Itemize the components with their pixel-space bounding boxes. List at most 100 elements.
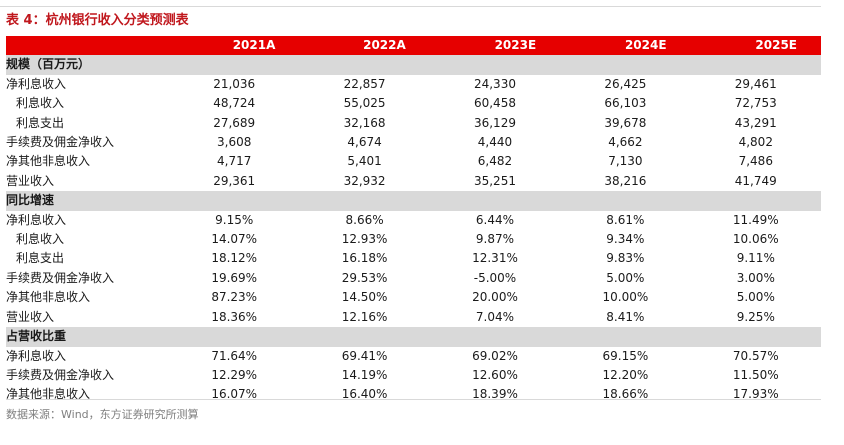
value-cell: 4,717 — [217, 154, 252, 169]
value-cell: 55,025 — [343, 96, 386, 111]
value-cell: 18.12% — [211, 251, 258, 266]
value-cell: 70.57% — [732, 348, 779, 363]
value-cell: 4,802 — [738, 135, 773, 150]
table-row: 手续费及佣金净收入 19.69% 29.53% -5.00% 5.00% 3.00% — [6, 269, 821, 288]
value-cell: 16.07% — [211, 387, 258, 402]
table-row: 营业收入 18.36% 12.16% 7.04% 8.41% 9.25% — [6, 308, 821, 327]
value-cell: 21,036 — [213, 76, 256, 91]
value-cell: 22,857 — [343, 76, 386, 91]
table-row: 净其他非息收入 4,717 5,401 6,482 7,130 7,486 — [6, 152, 821, 171]
value-cell: 20.00% — [472, 290, 518, 305]
value-cell: 29.53% — [341, 270, 388, 285]
value-cell: 66,103 — [604, 96, 647, 111]
section-title: 同比增速 — [6, 191, 821, 211]
table-row: 手续费及佣金净收入 12.29% 14.19% 12.60% 12.20% 11.50% — [6, 366, 821, 385]
value-cell: 9.87% — [475, 232, 515, 247]
value-cell: 32,932 — [343, 173, 386, 188]
section-header-row: 规模（百万元） — [6, 55, 821, 75]
row-label: 净利息收入 — [6, 76, 67, 91]
value-cell: 35,251 — [473, 173, 516, 188]
row-label: 手续费及佣金净收入 — [6, 367, 115, 382]
value-cell: 18.36% — [211, 309, 258, 324]
value-cell: 11.49% — [732, 212, 779, 227]
header-year-2023: 2023E — [429, 36, 561, 56]
value-cell: 69.15% — [602, 348, 649, 363]
value-cell: 24,330 — [473, 76, 516, 91]
table-row: 净利息收入 71.64% 69.41% 69.02% 69.15% 70.57% — [6, 347, 821, 366]
value-cell: 5,401 — [347, 154, 382, 169]
row-label: 净利息收入 — [6, 348, 67, 363]
value-cell: 29,461 — [734, 76, 777, 91]
value-cell: 3.00% — [736, 270, 775, 285]
value-cell: 48,724 — [213, 96, 256, 111]
value-cell: 8.66% — [345, 212, 384, 227]
row-label: 手续费及佣金净收入 — [6, 135, 115, 150]
section-header-row: 同比增速 — [6, 191, 821, 211]
value-cell: 41,749 — [734, 173, 777, 188]
value-cell: 10.00% — [602, 290, 649, 305]
value-cell: 12.60% — [472, 367, 518, 382]
value-cell: 16.40% — [341, 387, 388, 402]
bottom-rule — [6, 399, 821, 400]
value-cell: 16.18% — [341, 251, 388, 266]
data-source-note: 数据来源：Wind，东方证券研究所测算 — [6, 408, 199, 421]
value-cell: 7,486 — [738, 154, 773, 169]
header-year-2025: 2025E — [690, 36, 821, 56]
row-label: 净其他非息收入 — [6, 154, 91, 169]
table-row: 利息支出 27,689 32,168 36,129 39,678 43,291 — [6, 114, 821, 133]
table-title: 表 4：杭州银行收入分类预测表 — [6, 13, 189, 28]
value-cell: 7,130 — [608, 154, 643, 169]
header-label-cell — [6, 36, 169, 56]
value-cell: 14.19% — [341, 367, 388, 382]
header-year-2024: 2024E — [560, 36, 691, 56]
table-row: 利息收入 48,724 55,025 60,458 66,103 72,753 — [6, 94, 821, 113]
value-cell: 9.34% — [606, 232, 645, 247]
row-label: 利息支出 — [16, 251, 65, 266]
row-label: 营业收入 — [6, 309, 55, 324]
value-cell: 9.11% — [736, 251, 775, 266]
table-row: 净利息收入 9.15% 8.66% 6.44% 8.61% 11.49% — [6, 211, 821, 230]
row-label: 手续费及佣金净收入 — [6, 270, 115, 285]
value-cell: 43,291 — [734, 115, 777, 130]
value-cell: -5.00% — [473, 270, 517, 285]
table-row: 净其他非息收入 87.23% 14.50% 20.00% 10.00% 5.00% — [6, 288, 821, 307]
row-label: 净其他非息收入 — [6, 290, 91, 305]
value-cell: 9.15% — [215, 212, 254, 227]
table-header-row: 2021A 2022A 2023E 2024E 2025E — [6, 36, 821, 56]
value-cell: 12.20% — [602, 367, 649, 382]
top-rule — [0, 6, 821, 7]
value-cell: 69.02% — [472, 348, 518, 363]
value-cell: 8.41% — [606, 309, 645, 324]
table-row: 净利息收入 21,036 22,857 24,330 26,425 29,461 — [6, 75, 821, 94]
value-cell: 19.69% — [211, 270, 258, 285]
value-cell: 72,753 — [734, 96, 777, 111]
section-header-row: 占营收比重 — [6, 327, 821, 347]
value-cell: 71.64% — [211, 348, 258, 363]
value-cell: 6.44% — [475, 212, 515, 227]
table-row: 净其他非息收入 16.07% 16.40% 18.39% 18.66% 17.93% — [6, 385, 821, 404]
table-row: 营业收入 29,361 32,932 35,251 38,216 41,749 — [6, 172, 821, 191]
table-body: 2021A 2022A 2023E 2024E 2025E 规模（百万元） 净利息… — [6, 36, 821, 405]
value-cell: 6,482 — [477, 154, 513, 169]
value-cell: 12.93% — [341, 232, 388, 247]
value-cell: 14.07% — [211, 232, 258, 247]
value-cell: 39,678 — [604, 115, 647, 130]
section-title: 规模（百万元） — [6, 55, 821, 75]
value-cell: 11.50% — [732, 367, 779, 382]
header-year-2022: 2022A — [299, 36, 430, 56]
value-cell: 4,662 — [608, 135, 643, 150]
row-label: 利息支出 — [16, 115, 65, 130]
table-row: 手续费及佣金净收入 3,608 4,674 4,440 4,662 4,802 — [6, 133, 821, 152]
value-cell: 32,168 — [343, 115, 386, 130]
value-cell: 5.00% — [606, 270, 645, 285]
value-cell: 26,425 — [604, 76, 647, 91]
value-cell: 8.61% — [606, 212, 645, 227]
forecast-table: 2021A 2022A 2023E 2024E 2025E 规模（百万元） 净利息… — [6, 36, 821, 405]
row-label: 净其他非息收入 — [6, 387, 91, 402]
value-cell: 3,608 — [217, 135, 252, 150]
value-cell: 18.39% — [472, 387, 518, 402]
value-cell: 5.00% — [736, 290, 775, 305]
section-title: 占营收比重 — [6, 327, 821, 347]
value-cell: 4,674 — [347, 135, 382, 150]
value-cell: 17.93% — [732, 387, 779, 402]
